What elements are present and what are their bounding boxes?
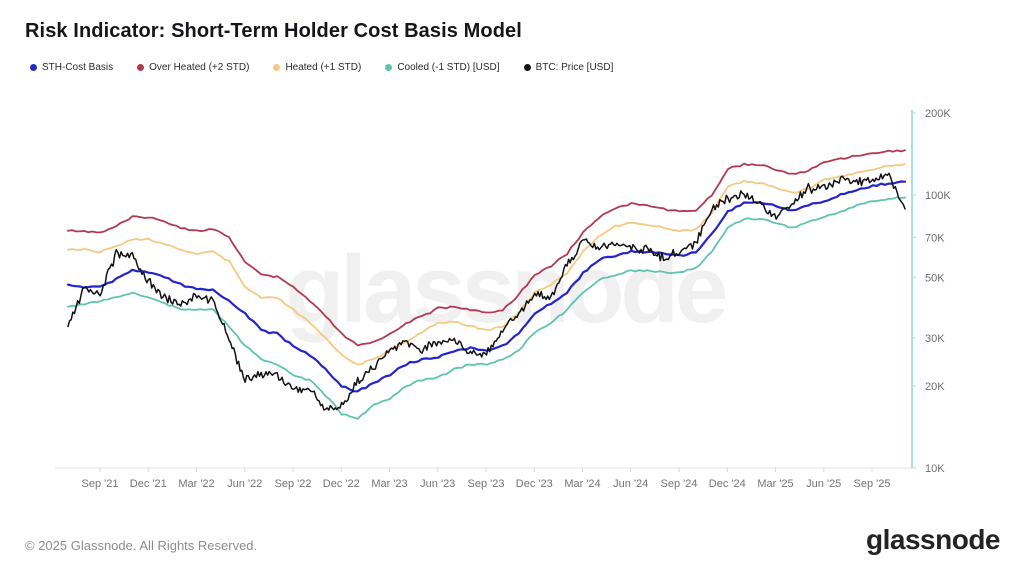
x-tick-label: Sep '22 bbox=[275, 478, 312, 490]
legend-swatch-icon bbox=[30, 64, 37, 71]
y-tick-label: 10K bbox=[925, 463, 945, 475]
y-tick-label: 50K bbox=[925, 272, 945, 284]
x-tick-label: Dec '22 bbox=[323, 478, 360, 490]
legend-item-label: Over Heated (+2 STD) bbox=[149, 62, 250, 73]
footer-copyright: © 2025 Glassnode. All Rights Reserved. bbox=[25, 538, 258, 553]
y-tick-label: 70K bbox=[925, 232, 945, 244]
x-tick-label: Sep '24 bbox=[661, 478, 698, 490]
page-title: Risk Indicator: Short-Term Holder Cost B… bbox=[25, 20, 522, 42]
legend-swatch-icon bbox=[523, 64, 531, 71]
series-line-sth-cost-basis bbox=[66, 180, 907, 393]
legend-swatch-icon bbox=[273, 64, 281, 71]
x-tick-label: Jun '24 bbox=[613, 478, 648, 490]
glassnode-logo[interactable]: glassnode bbox=[866, 524, 1000, 555]
x-tick-label: Sep '23 bbox=[468, 478, 505, 490]
x-tick-label: Dec '21 bbox=[130, 478, 167, 490]
legend-item-label: STH-Cost Basis bbox=[42, 62, 114, 73]
x-tick-label: Jun '23 bbox=[420, 478, 455, 490]
x-tick-label: Sep '25 bbox=[854, 478, 891, 490]
legend-item-heated[interactable]: Heated (+1 STD) bbox=[273, 62, 361, 73]
x-tick-label: Mar '25 bbox=[757, 478, 793, 490]
y-tick-label: 30K bbox=[925, 333, 945, 345]
x-tick-label: Mar '22 bbox=[178, 478, 214, 490]
series-line-cooled bbox=[67, 196, 906, 420]
x-tick-label: Dec '24 bbox=[709, 478, 746, 490]
series-line-over-heated bbox=[67, 149, 906, 347]
legend-item-label: Heated (+1 STD) bbox=[285, 62, 362, 73]
legend-item-over-heated[interactable]: Over Heated (+2 STD) bbox=[137, 62, 249, 73]
legend-item-cooled[interactable]: Cooled (-1 STD) [USD] bbox=[385, 62, 500, 73]
x-tick-label: Jun '25 bbox=[806, 478, 841, 490]
legend-item-btc-price[interactable]: BTC: Price [USD] bbox=[523, 62, 614, 73]
chart-legend: STH-Cost Basis Over Heated (+2 STD) Heated… bbox=[30, 62, 613, 73]
legend-item-sth-cost-basis[interactable]: STH-Cost Basis bbox=[30, 62, 113, 73]
y-tick-label: 200K bbox=[925, 108, 951, 120]
y-tick-label: 100K bbox=[925, 190, 951, 202]
x-tick-label: Dec '23 bbox=[516, 478, 553, 490]
legend-swatch-icon bbox=[385, 64, 393, 71]
x-tick-label: Jun '22 bbox=[227, 478, 262, 490]
legend-item-label: BTC: Price [USD] bbox=[535, 62, 614, 73]
y-tick-label: 20K bbox=[925, 381, 945, 393]
series-line-btc-price bbox=[67, 172, 906, 411]
x-tick-label: Mar '23 bbox=[371, 478, 407, 490]
legend-swatch-icon bbox=[137, 64, 145, 71]
x-tick-label: Mar '24 bbox=[564, 478, 600, 490]
series-line-heated bbox=[67, 163, 906, 366]
x-tick-label: Sep '21 bbox=[82, 478, 119, 490]
legend-item-label: Cooled (-1 STD) [USD] bbox=[397, 62, 500, 73]
